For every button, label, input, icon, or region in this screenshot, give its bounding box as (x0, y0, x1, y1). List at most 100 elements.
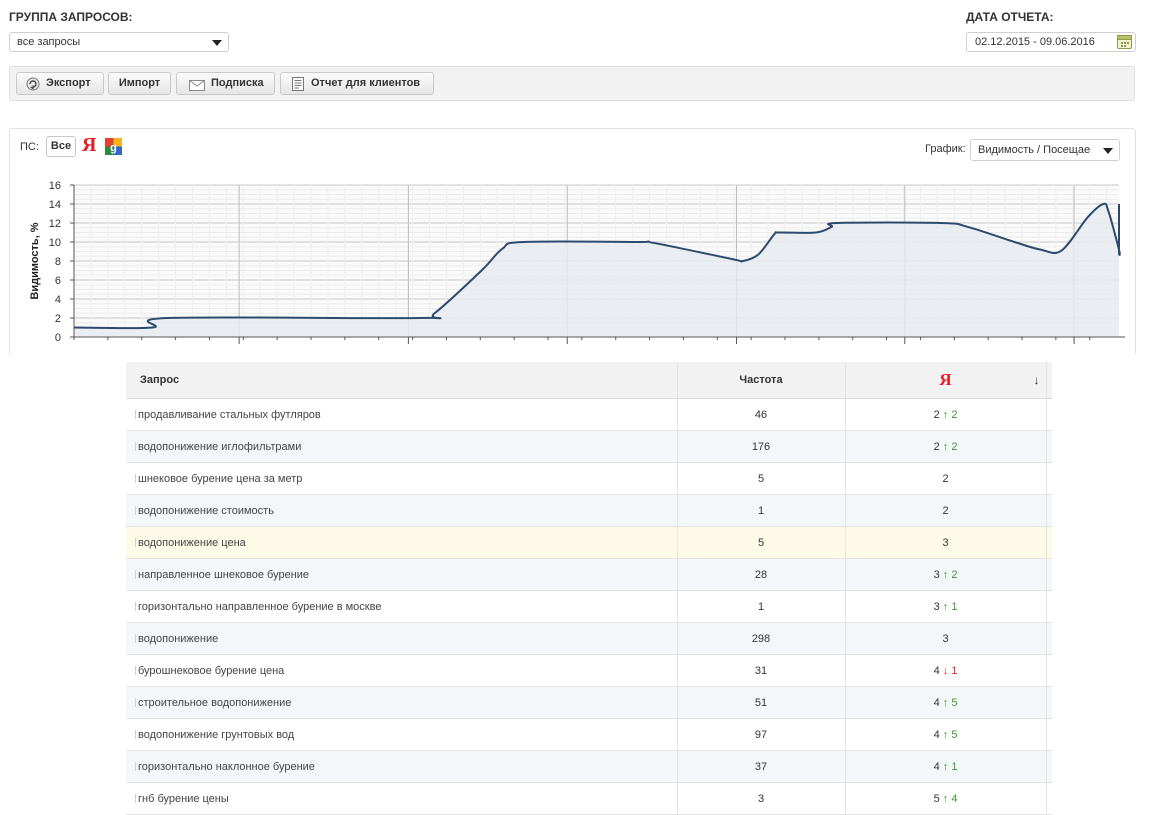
client-report-label: Отчет для клиентов (311, 77, 421, 89)
frequency-cell: 5 (676, 526, 845, 559)
query-cell[interactable]: продавливание стальных футляров (126, 398, 677, 431)
query-cell[interactable]: водопонижение грунтовых вод (126, 718, 677, 751)
position-cell: 4 ↑ 1 (844, 750, 1046, 783)
arrow-up-icon: ↑ (942, 760, 949, 773)
query-cell[interactable]: водопонижение цена (126, 526, 677, 559)
query-cell[interactable]: водопонижение иглофильтрами (126, 430, 677, 463)
position-value: 5 (933, 792, 940, 805)
query-cell[interactable]: направленное шнековое бурение (126, 558, 677, 591)
position-delta: 2 (951, 568, 958, 581)
group-select[interactable]: все запросы (9, 32, 229, 52)
table-header-row: Запрос Частота Я ↓ (126, 362, 1052, 399)
position-cell: 2 ↑ 2 (844, 398, 1046, 431)
table-row[interactable]: водопонижение стоимость 1 2 (126, 494, 1052, 527)
graph-type-select[interactable]: Видимость / Посещаемо (970, 139, 1120, 161)
calendar-icon[interactable] (1117, 34, 1132, 49)
query-cell[interactable]: строительное водопонижение (126, 686, 677, 719)
date-range-field[interactable]: 02.12.2015 - 09.06.2016 (966, 32, 1136, 52)
export-button[interactable]: Экспорт (16, 72, 104, 95)
position-value: 3 (933, 568, 940, 581)
google-icon[interactable]: g (105, 138, 122, 160)
position-delta: 2 (951, 440, 958, 453)
table-row[interactable]: направленное шнековое бурение 28 3 ↑ 2 (126, 558, 1052, 591)
table-row[interactable]: водопонижение иглофильтрами 176 2 ↑ 2 (126, 430, 1052, 463)
position-cell: 4 ↑ 5 (844, 686, 1046, 719)
toolbar: Экспорт Импорт Подписка Отчет для клиент… (9, 66, 1135, 101)
frequency-cell: 28 (676, 558, 845, 591)
table-row[interactable]: горизонтально направленное бурение в мос… (126, 590, 1052, 623)
y-tick-label: 0 (55, 332, 61, 344)
position-value: 4 (933, 664, 940, 677)
query-cell[interactable]: гнб бурение цены (126, 782, 677, 815)
graph-label: График: (925, 143, 966, 155)
frequency-cell: 298 (676, 622, 845, 655)
subscribe-button[interactable]: Подписка (176, 72, 275, 95)
y-axis-label: Видимость, % (29, 222, 41, 299)
position-cell: 2 ↑ 2 (844, 430, 1046, 463)
arrow-up-icon: ↑ (942, 696, 949, 709)
arrow-down-icon: ↓ (942, 664, 949, 677)
all-engines-button[interactable]: Все (46, 136, 76, 157)
table-row[interactable]: гнб бурение цены 3 5 ↑ 4 (126, 782, 1052, 815)
position-cell: 3 ↑ 2 (844, 558, 1046, 591)
table-row[interactable]: шнековое бурение цена за метр 5 2 (126, 462, 1052, 495)
position-value: 3 (942, 632, 949, 645)
query-cell[interactable]: шнековое бурение цена за метр (126, 462, 677, 495)
table-row[interactable]: водопонижение 298 3 (126, 622, 1052, 655)
graph-type-value: Видимость / Посещаемо (978, 144, 1104, 156)
position-value: 4 (933, 696, 940, 709)
frequency-cell: 3 (676, 782, 845, 815)
table-row[interactable]: строительное водопонижение 51 4 ↑ 5 (126, 686, 1052, 719)
query-cell[interactable]: горизонтально направленное бурение в мос… (126, 590, 677, 623)
table-row[interactable]: горизонтально наклонное бурение 37 4 ↑ 1 (126, 750, 1052, 783)
position-cell: 3 (844, 622, 1046, 655)
frequency-cell: 176 (676, 430, 845, 463)
visibility-chart: 0 2 4 6 8 10 12 14 16 Видимость, % (29, 180, 1125, 344)
y-tick-label: 12 (49, 218, 61, 230)
table-row[interactable]: водопонижение цена 5 3 (126, 526, 1052, 559)
chevron-down-icon (212, 40, 222, 46)
query-cell[interactable]: горизонтально наклонное бурение (126, 750, 677, 783)
position-value: 2 (933, 408, 940, 421)
svg-text:g: g (110, 142, 117, 154)
table-row[interactable]: водопонижение грунтовых вод 97 4 ↑ 5 (126, 718, 1052, 751)
sort-arrow-icon[interactable]: ↓ (1033, 373, 1040, 387)
position-cell: 3 ↑ 1 (844, 590, 1046, 623)
position-delta: 5 (951, 728, 958, 741)
y-tick-label: 8 (55, 256, 61, 268)
frequency-cell: 31 (676, 654, 845, 687)
document-icon (292, 77, 304, 99)
yandex-icon[interactable]: Я (82, 134, 97, 156)
arrow-up-icon: ↑ (942, 792, 949, 805)
position-cell: 5 ↑ 4 (844, 782, 1046, 815)
frequency-cell: 46 (676, 398, 845, 431)
frequency-cell: 1 (676, 494, 845, 527)
chevron-down-icon (1103, 148, 1113, 154)
position-cell: 4 ↑ 5 (844, 718, 1046, 751)
client-report-button[interactable]: Отчет для клиентов (280, 72, 434, 95)
query-cell[interactable]: водопонижение стоимость (126, 494, 677, 527)
table-row[interactable]: бурошнековое бурение цена 31 4 ↓ 1 (126, 654, 1052, 687)
ps-label: ПС: (20, 141, 39, 153)
yandex-icon: Я (939, 370, 952, 389)
arrow-up-icon: ↑ (942, 568, 949, 581)
query-cell[interactable]: водопонижение (126, 622, 677, 655)
import-label: Импорт (118, 77, 161, 89)
position-delta: 5 (951, 696, 958, 709)
position-value: 2 (933, 440, 940, 453)
col-frequency-header[interactable]: Частота (676, 362, 845, 399)
frequency-cell: 97 (676, 718, 845, 751)
frequency-cell: 51 (676, 686, 845, 719)
position-value: 4 (933, 760, 940, 773)
position-cell: 3 (844, 526, 1046, 559)
col-query-header[interactable]: Запрос (126, 362, 677, 399)
date-label: ДАТА ОТЧЕТА: (966, 10, 1054, 24)
export-icon (26, 77, 40, 99)
col-yandex-header[interactable]: Я ↓ (844, 362, 1046, 399)
table-row[interactable]: продавливание стальных футляров 46 2 ↑ 2 (126, 398, 1052, 431)
arrow-up-icon: ↑ (942, 600, 949, 613)
y-tick-label: 4 (55, 294, 61, 306)
frequency-cell: 1 (676, 590, 845, 623)
query-cell[interactable]: бурошнековое бурение цена (126, 654, 677, 687)
import-button[interactable]: Импорт (108, 72, 171, 95)
